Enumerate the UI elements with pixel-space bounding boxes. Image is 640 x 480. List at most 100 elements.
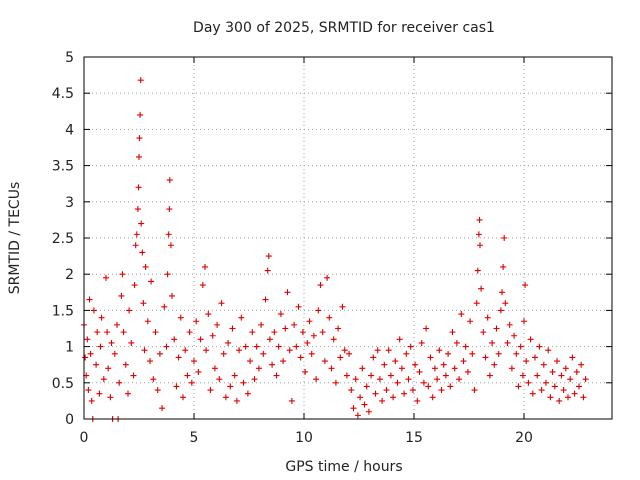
data-point bbox=[453, 339, 460, 346]
data-point bbox=[576, 383, 582, 390]
data-point bbox=[513, 350, 520, 357]
data-point bbox=[222, 394, 229, 401]
data-point bbox=[291, 321, 298, 328]
data-point bbox=[379, 397, 386, 404]
data-point bbox=[88, 397, 95, 404]
data-point bbox=[191, 358, 197, 365]
data-point bbox=[264, 267, 271, 274]
data-point bbox=[203, 347, 210, 354]
data-point bbox=[341, 347, 348, 354]
data-point bbox=[135, 184, 142, 191]
data-point bbox=[442, 372, 449, 379]
data-point bbox=[205, 311, 212, 318]
data-point bbox=[545, 347, 552, 354]
data-point bbox=[100, 376, 107, 383]
data-point bbox=[352, 376, 359, 383]
data-point bbox=[126, 307, 133, 314]
data-point bbox=[142, 263, 149, 270]
data-point bbox=[469, 350, 476, 357]
data-point bbox=[231, 372, 238, 379]
data-point bbox=[522, 282, 529, 289]
data-point bbox=[527, 336, 534, 343]
data-point bbox=[556, 397, 563, 404]
y-tick-label: 1.5 bbox=[52, 303, 74, 319]
y-tick-label: 2 bbox=[65, 267, 74, 283]
data-point bbox=[271, 329, 278, 336]
data-point bbox=[412, 361, 419, 368]
data-point bbox=[253, 343, 260, 350]
data-point bbox=[376, 376, 383, 383]
data-point bbox=[180, 394, 186, 401]
data-point bbox=[286, 347, 293, 354]
y-tick-label: 3 bbox=[65, 195, 74, 211]
data-point bbox=[167, 242, 174, 249]
data-point bbox=[387, 372, 394, 379]
data-point bbox=[105, 365, 112, 372]
data-point bbox=[385, 347, 392, 354]
data-point bbox=[447, 383, 454, 390]
data-point bbox=[130, 372, 137, 379]
data-point bbox=[166, 206, 173, 213]
data-point bbox=[297, 354, 304, 361]
data-point bbox=[540, 361, 547, 368]
data-point bbox=[357, 394, 364, 401]
data-point bbox=[197, 336, 204, 343]
data-point bbox=[482, 354, 489, 361]
data-point bbox=[164, 271, 171, 278]
data-point bbox=[449, 329, 456, 336]
data-point bbox=[359, 365, 366, 372]
data-point bbox=[214, 321, 221, 328]
data-point bbox=[558, 372, 565, 379]
data-point bbox=[517, 343, 524, 350]
data-point bbox=[551, 383, 558, 390]
data-point bbox=[193, 318, 200, 325]
y-tick-label: 3.5 bbox=[52, 159, 74, 175]
data-point bbox=[132, 242, 139, 249]
data-point bbox=[184, 372, 191, 379]
data-point bbox=[473, 300, 480, 307]
data-point bbox=[363, 383, 370, 390]
data-point bbox=[506, 321, 513, 328]
data-point bbox=[138, 220, 145, 227]
data-point bbox=[207, 387, 214, 394]
data-point bbox=[477, 242, 483, 249]
data-point bbox=[350, 405, 357, 412]
data-point bbox=[456, 376, 463, 383]
data-point bbox=[571, 390, 578, 397]
data-point bbox=[495, 350, 502, 357]
data-point bbox=[282, 325, 289, 332]
data-point bbox=[111, 350, 118, 357]
data-point bbox=[195, 368, 202, 375]
x-tick-label: 15 bbox=[405, 430, 423, 446]
data-point bbox=[549, 368, 556, 375]
data-point bbox=[501, 235, 508, 241]
data-point bbox=[238, 314, 245, 321]
data-point bbox=[497, 307, 504, 314]
x-tick-labels: 0 5 10 15 20 bbox=[80, 430, 533, 446]
data-point bbox=[255, 365, 262, 372]
data-point bbox=[403, 350, 410, 357]
data-point bbox=[93, 361, 100, 368]
data-point bbox=[128, 339, 135, 346]
data-point bbox=[218, 300, 225, 307]
data-point bbox=[137, 111, 144, 118]
data-point bbox=[383, 387, 390, 394]
data-point bbox=[166, 177, 173, 184]
data-point bbox=[368, 372, 375, 379]
data-point bbox=[103, 274, 109, 281]
x-tick-label: 0 bbox=[80, 430, 89, 446]
data-point bbox=[199, 282, 206, 289]
data-point bbox=[332, 379, 339, 386]
y-tick-label: 0.5 bbox=[52, 376, 74, 392]
data-point bbox=[229, 325, 236, 332]
data-point bbox=[277, 311, 284, 318]
data-point bbox=[337, 354, 344, 361]
data-point bbox=[414, 397, 421, 404]
data-point bbox=[98, 314, 105, 321]
data-point bbox=[324, 274, 331, 281]
data-point bbox=[396, 336, 403, 343]
data-point bbox=[244, 390, 251, 397]
data-point bbox=[467, 318, 474, 325]
data-point bbox=[434, 376, 441, 383]
